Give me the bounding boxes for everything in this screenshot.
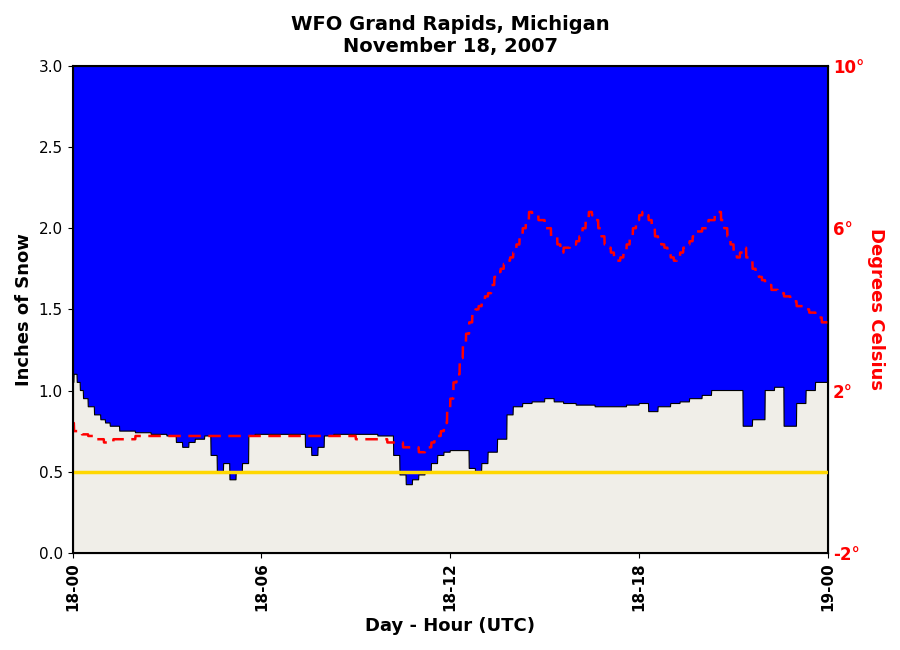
Y-axis label: Degrees Celsius: Degrees Celsius — [867, 228, 885, 391]
Title: WFO Grand Rapids, Michigan
November 18, 2007: WFO Grand Rapids, Michigan November 18, … — [291, 15, 609, 56]
X-axis label: Day - Hour (UTC): Day - Hour (UTC) — [365, 617, 536, 635]
Y-axis label: Inches of Snow: Inches of Snow — [15, 233, 33, 386]
